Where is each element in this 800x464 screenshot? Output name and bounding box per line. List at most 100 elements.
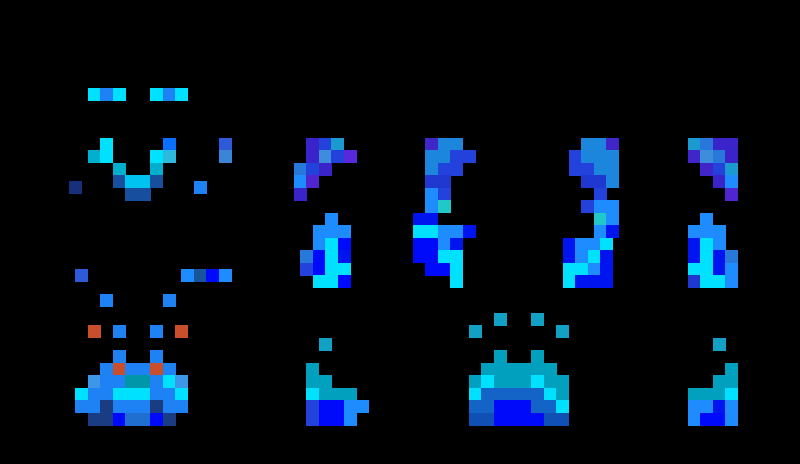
pixel-cell [137, 175, 151, 188]
pixel-cell [450, 262, 463, 276]
pixel-cell [425, 237, 438, 251]
pixel-cell [100, 362, 113, 376]
pixel-cell [162, 375, 176, 388]
pixel-cell [193, 181, 207, 195]
pixel-cell [425, 137, 438, 151]
pixel-cell [331, 137, 345, 151]
pixel-cell [162, 412, 176, 426]
pixel-cell [331, 400, 345, 413]
pixel-cell [112, 412, 126, 426]
pixel-cell [112, 162, 126, 176]
pixel-cell [100, 137, 113, 151]
pixel-cell [150, 325, 163, 338]
pixel-cell [306, 375, 320, 388]
pixel-cell [137, 412, 151, 426]
pixel-cell [725, 362, 738, 376]
pixel-cell [162, 87, 176, 101]
pixel-cell [331, 387, 345, 401]
pixel-cell [175, 325, 188, 338]
pixel-cell [712, 137, 726, 151]
pixel-cell [425, 187, 438, 201]
pixel-cell [481, 412, 495, 426]
pixel-cell [725, 375, 738, 388]
pixel-cell [462, 225, 476, 238]
pixel-cell [493, 387, 507, 401]
pixel-cell [450, 162, 463, 176]
pixel-cell [112, 175, 126, 188]
pixel-cell [150, 362, 163, 376]
pixel-cell [593, 200, 607, 213]
pixel-cell [425, 262, 438, 276]
pixel-cell [700, 150, 713, 163]
pixel-cell [137, 387, 151, 401]
pixel-cell [175, 87, 188, 101]
pixel-cell [343, 387, 357, 401]
pixel-cell [100, 412, 113, 426]
pixel-cell [175, 400, 188, 413]
pixel-cell [437, 162, 451, 176]
pixel-cell [575, 262, 588, 276]
pixel-cell [493, 350, 507, 363]
pixel-cell [68, 181, 82, 195]
pixel-cell [531, 312, 545, 326]
pixel-cell [125, 387, 138, 401]
pixel-cell [112, 325, 126, 338]
pixel-cell [606, 175, 620, 188]
pixel-cell [700, 225, 713, 238]
pixel-cell [162, 293, 176, 307]
pixel-cell [556, 375, 570, 388]
pixel-cell [712, 225, 726, 238]
pixel-cell [481, 362, 495, 376]
pixel-cell [556, 325, 570, 338]
pixel-cell [343, 150, 357, 163]
pixel-cell [112, 87, 126, 101]
pixel-cell [137, 400, 151, 413]
pixel-cell [593, 225, 607, 238]
pixel-cell [125, 375, 138, 388]
pixel-cell [300, 250, 313, 263]
pixel-cell [312, 262, 326, 276]
pixel-cell [100, 150, 113, 163]
pixel-cell [687, 387, 701, 401]
pixel-cell [593, 162, 607, 176]
pixel-cell [712, 175, 726, 188]
pixel-cell [518, 362, 532, 376]
pixel-cell [687, 412, 701, 426]
pixel-cell [125, 412, 138, 426]
pixel-cell [606, 225, 620, 238]
pixel-cell [100, 387, 113, 401]
pixel-cell [531, 400, 545, 413]
pixel-cell [150, 387, 163, 401]
pixel-cell [437, 137, 451, 151]
pixel-cell [437, 175, 451, 188]
pixel-cell [100, 293, 113, 307]
pixel-cell [712, 275, 726, 288]
pixel-cell [306, 175, 320, 188]
pixel-cell [481, 387, 495, 401]
pixel-cell [581, 150, 595, 163]
pixel-cell [87, 150, 101, 163]
pixel-cell [175, 375, 188, 388]
pixel-cell [493, 362, 507, 376]
pixel-cell [468, 375, 482, 388]
pixel-cell [543, 362, 557, 376]
pixel-cell [725, 400, 738, 413]
pixel-cell [318, 412, 332, 426]
pixel-cell [606, 200, 620, 213]
pixel-cell [306, 162, 320, 176]
pixel-cell [581, 137, 595, 151]
pixel-cell [100, 87, 113, 101]
pixel-cell [543, 387, 557, 401]
pixel-cell [318, 375, 332, 388]
pixel-cell [725, 162, 738, 176]
pixel-cell [700, 387, 713, 401]
pixel-cell [581, 200, 595, 213]
pixel-cell [293, 175, 307, 188]
pixel-cell [87, 375, 101, 388]
pixel-cell [325, 225, 338, 238]
pixel-cell [543, 400, 557, 413]
pixel-cell [293, 187, 307, 201]
pixel-cell [562, 250, 576, 263]
pixel-cell [531, 350, 545, 363]
